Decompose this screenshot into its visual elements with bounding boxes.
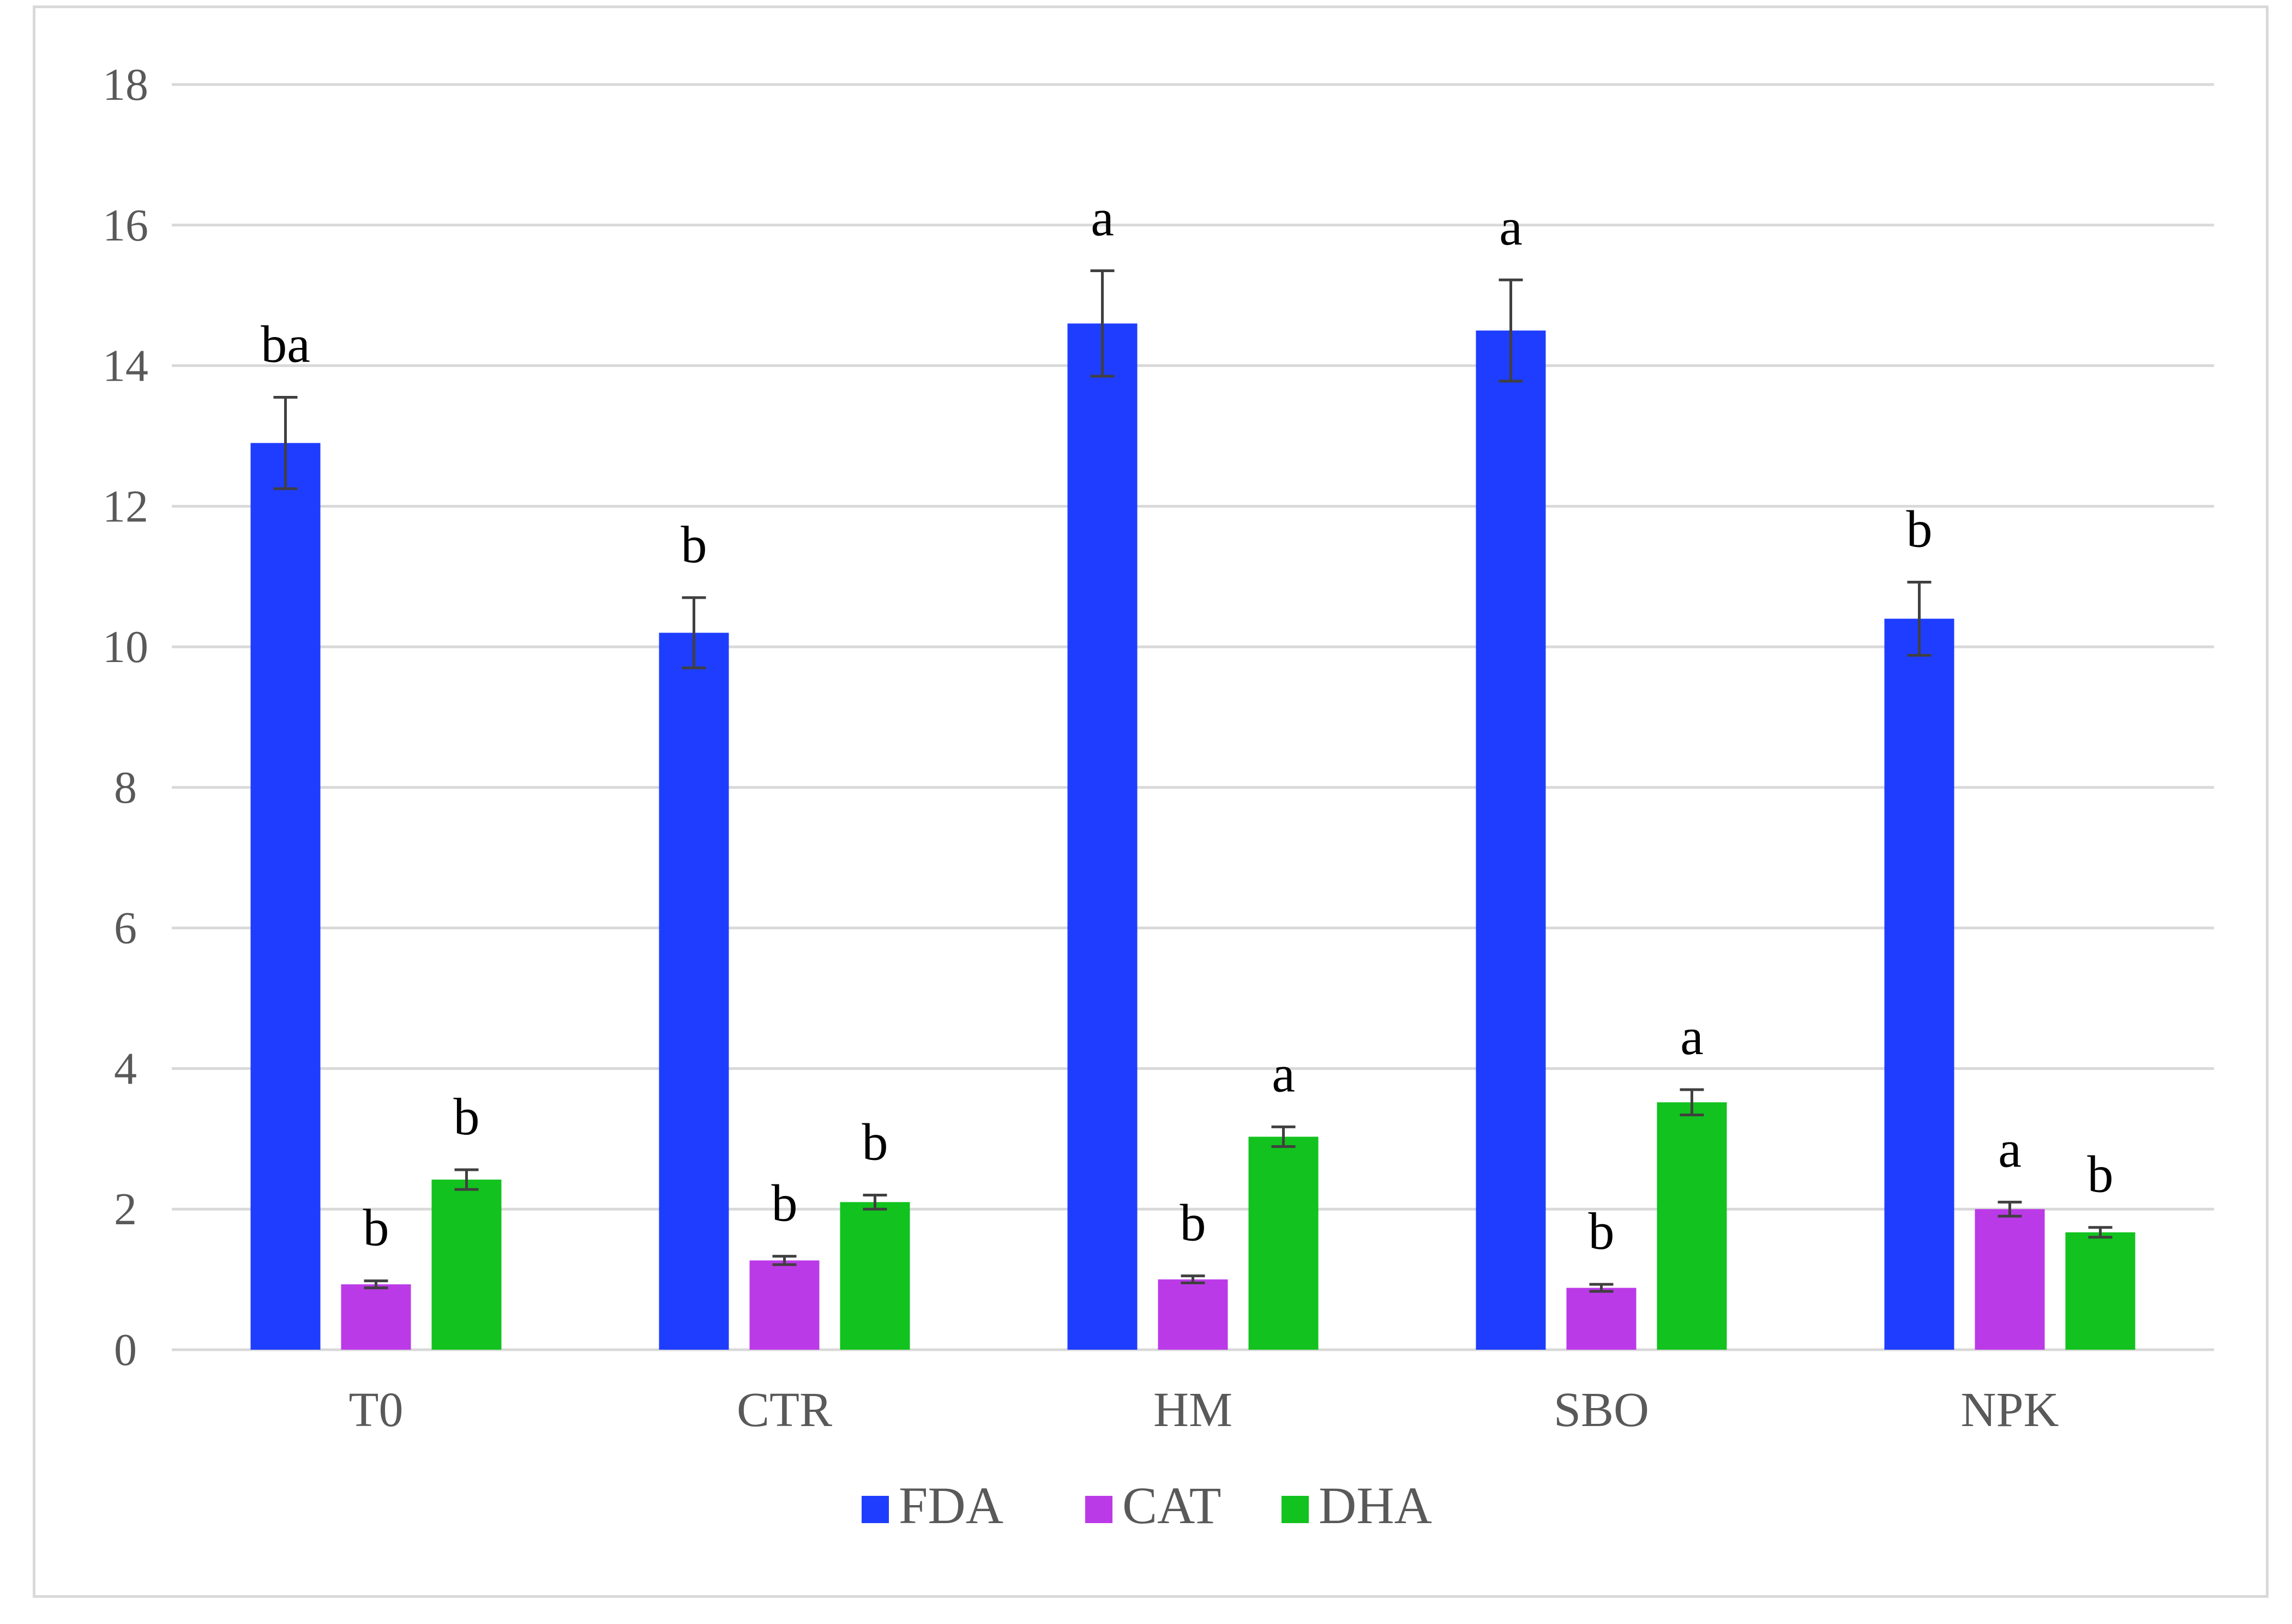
- significance-letter: b: [862, 1112, 888, 1171]
- bar-dha-npk: [2065, 1232, 2135, 1350]
- y-tick-label: 18: [103, 59, 148, 110]
- significance-letter: a: [1272, 1044, 1295, 1103]
- error-bar-cat-t0: [364, 1279, 388, 1290]
- y-tick-label: 4: [114, 1043, 137, 1094]
- y-tick-label: 10: [103, 622, 148, 672]
- bar-cat-ctr: [749, 1260, 820, 1350]
- bar-fda-ctr: [659, 633, 729, 1350]
- y-tick-label: 16: [103, 200, 148, 251]
- error-bar-fda-ctr: [682, 596, 706, 670]
- legend-label: FDA: [899, 1476, 1003, 1535]
- error-bar-cat-ctr: [772, 1255, 797, 1266]
- legend-item-dha: DHA: [1282, 1476, 1432, 1535]
- bar-cat-npk: [1975, 1209, 2045, 1350]
- significance-letter: b: [2088, 1145, 2114, 1204]
- legend-label: CAT: [1122, 1476, 1221, 1535]
- legend-swatch: [1085, 1496, 1112, 1523]
- error-bar-dha-sbo: [1680, 1088, 1704, 1117]
- y-tick-label: 2: [114, 1184, 137, 1235]
- gridlines: [172, 83, 2214, 1351]
- bar-cat-hm: [1158, 1279, 1228, 1350]
- error-bar-fda-t0: [273, 396, 298, 490]
- y-axis-ticks: 0 2 4 6 8 10 12 14 16 18: [103, 59, 148, 1375]
- bars: [250, 323, 2135, 1350]
- error-bar-dha-hm: [1271, 1125, 1296, 1148]
- y-tick-label: 12: [103, 481, 148, 532]
- error-bars: [273, 269, 2113, 1293]
- bar-cat-sbo: [1566, 1288, 1637, 1350]
- significance-letter: ba: [261, 315, 310, 374]
- significance-letter: a: [1091, 189, 1114, 247]
- legend-swatch: [1282, 1496, 1309, 1523]
- x-category-label: SBO: [1554, 1383, 1649, 1437]
- y-tick-label: 8: [114, 762, 137, 813]
- bar-cat-t0: [341, 1284, 411, 1350]
- significance-letter: a: [1998, 1120, 2022, 1178]
- error-bar-cat-hm: [1181, 1274, 1205, 1285]
- x-category-label: T0: [349, 1383, 404, 1437]
- legend: FDA CAT DHA: [862, 1476, 1432, 1535]
- x-category-label: CTR: [737, 1383, 832, 1437]
- bar-dha-sbo: [1657, 1102, 1727, 1350]
- bar-dha-ctr: [840, 1202, 910, 1350]
- legend-swatch: [862, 1496, 889, 1523]
- error-bar-fda-hm: [1090, 269, 1115, 378]
- legend-item-cat: CAT: [1085, 1476, 1221, 1535]
- error-bar-dha-t0: [454, 1168, 479, 1191]
- y-tick-label: 6: [114, 903, 137, 954]
- error-bar-fda-npk: [1907, 581, 1932, 657]
- significance-letter: b: [772, 1174, 798, 1232]
- x-category-label: NPK: [1960, 1383, 2059, 1437]
- legend-item-fda: FDA: [862, 1476, 1003, 1535]
- error-bar-fda-sbo: [1499, 278, 1523, 383]
- bar-fda-sbo: [1476, 330, 1546, 1350]
- error-bar-cat-sbo: [1589, 1283, 1614, 1293]
- significance-letter: b: [1589, 1202, 1615, 1260]
- error-bar-dha-npk: [2088, 1226, 2113, 1239]
- chart-frame: 0 2 4 6 8 10 12 14 16 18 ba b b b b b a b a a b a b a b T0 CTR HM…: [33, 5, 2269, 1598]
- x-category-label: HM: [1153, 1383, 1232, 1437]
- error-bar-dha-ctr: [863, 1193, 887, 1211]
- bar-fda-t0: [250, 443, 321, 1350]
- significance-letter: b: [1906, 500, 1933, 558]
- legend-label: DHA: [1319, 1476, 1432, 1535]
- significance-letter: b: [681, 515, 707, 574]
- bar-fda-npk: [1884, 618, 1954, 1350]
- error-bar-cat-npk: [1998, 1200, 2022, 1218]
- x-axis-categories: T0 CTR HM SBO NPK: [349, 1383, 2059, 1437]
- bar-dha-t0: [431, 1180, 502, 1350]
- y-tick-label: 0: [114, 1325, 137, 1375]
- significance-letter: b: [363, 1199, 389, 1257]
- significance-letter: a: [1680, 1007, 1704, 1066]
- significance-letter: b: [454, 1087, 480, 1146]
- significance-letter: b: [1180, 1194, 1206, 1252]
- y-tick-label: 14: [103, 341, 148, 392]
- significance-letter: a: [1499, 197, 1523, 256]
- bar-fda-hm: [1067, 323, 1138, 1350]
- bar-dha-hm: [1248, 1136, 1319, 1350]
